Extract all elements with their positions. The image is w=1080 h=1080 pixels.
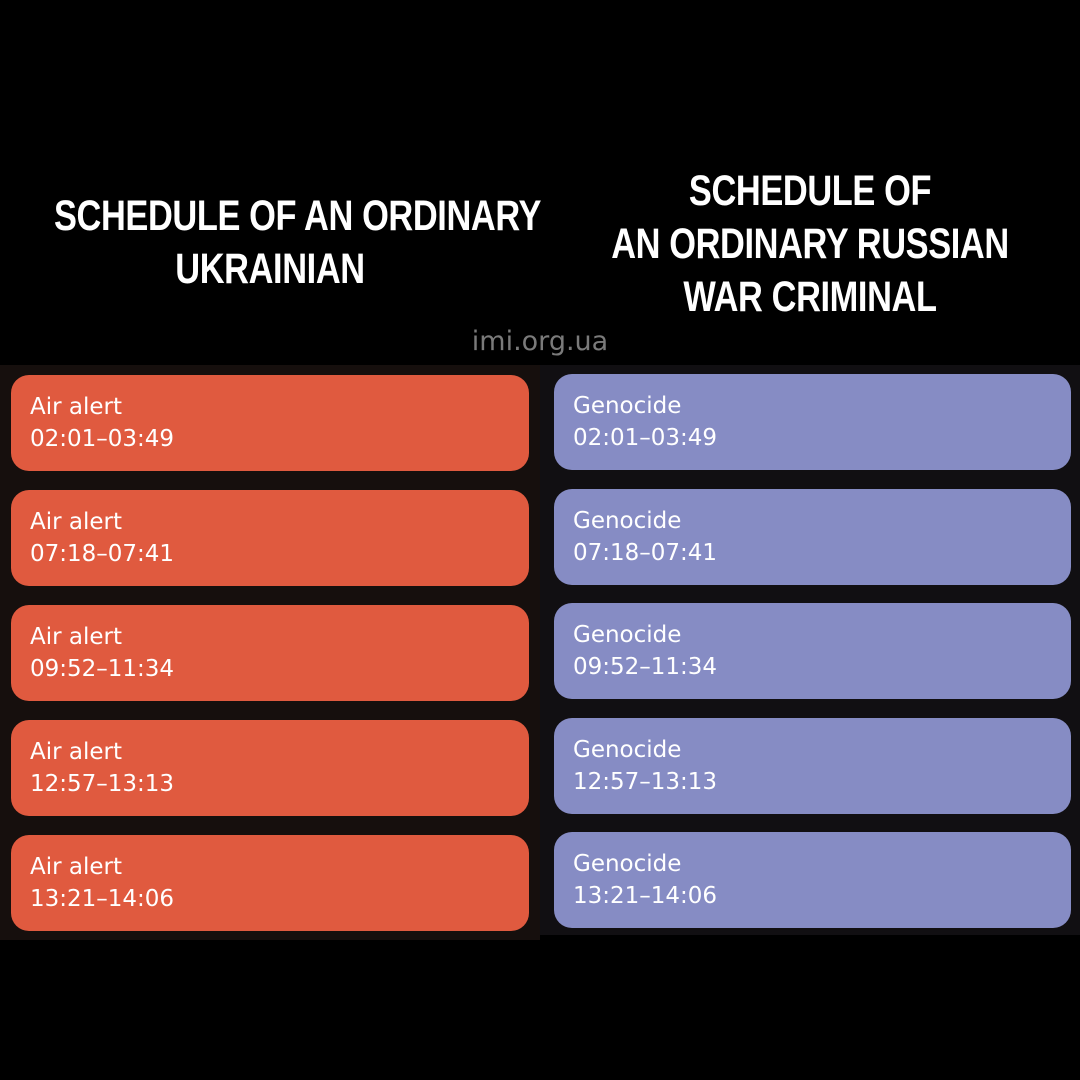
event-title: Air alert <box>30 394 122 420</box>
event-title: Genocide <box>573 622 682 648</box>
event-time: 12:57–13:13 <box>573 769 718 795</box>
event-time: 02:01–03:49 <box>573 425 718 451</box>
ukrainian-schedule-panel: Air alert 02:01–03:49 Air alert 07:18–07… <box>0 365 540 940</box>
russian-schedule-panel: Genocide 02:01–03:49 Genocide 07:18–07:4… <box>540 365 1080 935</box>
calendar-event[interactable]: Air alert 13:21–14:06 <box>11 835 529 931</box>
event-time: 09:52–11:34 <box>30 656 175 682</box>
heading-line: WAR CRIMINAL <box>683 273 937 321</box>
calendar-event[interactable]: Air alert 12:57–13:13 <box>11 720 529 816</box>
calendar-event[interactable]: Air alert 07:18–07:41 <box>11 490 529 586</box>
event-title: Air alert <box>30 509 122 535</box>
heading-line: AN ORDINARY RUSSIAN <box>611 220 1009 268</box>
event-time: 09:52–11:34 <box>573 654 718 680</box>
calendar-event[interactable]: Genocide 12:57–13:13 <box>554 718 1071 814</box>
event-time: 02:01–03:49 <box>30 426 175 452</box>
calendar-event[interactable]: Genocide 07:18–07:41 <box>554 489 1071 585</box>
calendar-event[interactable]: Genocide 13:21–14:06 <box>554 832 1071 928</box>
calendar-event[interactable]: Genocide 09:52–11:34 <box>554 603 1071 699</box>
calendar-event[interactable]: Genocide 02:01–03:49 <box>554 374 1071 470</box>
calendar-event[interactable]: Air alert 02:01–03:49 <box>11 375 529 471</box>
event-time: 07:18–07:41 <box>30 541 175 567</box>
watermark: imi.org.ua <box>471 326 609 357</box>
event-time: 13:21–14:06 <box>30 886 175 912</box>
event-title: Genocide <box>573 508 682 534</box>
heading-line: UKRAINIAN <box>175 245 365 293</box>
event-title: Air alert <box>30 854 122 880</box>
event-time: 12:57–13:13 <box>30 771 175 797</box>
event-title: Air alert <box>30 624 122 650</box>
heading-line: SCHEDULE OF <box>688 167 932 215</box>
event-title: Air alert <box>30 739 122 765</box>
heading-line: SCHEDULE OF AN ORDINARY <box>54 192 542 240</box>
event-title: Genocide <box>573 393 682 419</box>
heading-ukrainian: SCHEDULE OF AN ORDINARY UKRAINIAN <box>54 190 542 296</box>
event-time: 13:21–14:06 <box>573 883 718 909</box>
heading-russian: SCHEDULE OF AN ORDINARY RUSSIAN WAR CRIM… <box>594 165 1026 324</box>
calendar-event[interactable]: Air alert 09:52–11:34 <box>11 605 529 701</box>
event-title: Genocide <box>573 737 682 763</box>
event-time: 07:18–07:41 <box>573 540 718 566</box>
event-title: Genocide <box>573 851 682 877</box>
